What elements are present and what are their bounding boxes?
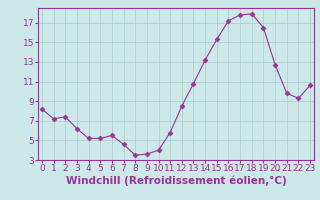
X-axis label: Windchill (Refroidissement éolien,°C): Windchill (Refroidissement éolien,°C) (66, 176, 286, 186)
